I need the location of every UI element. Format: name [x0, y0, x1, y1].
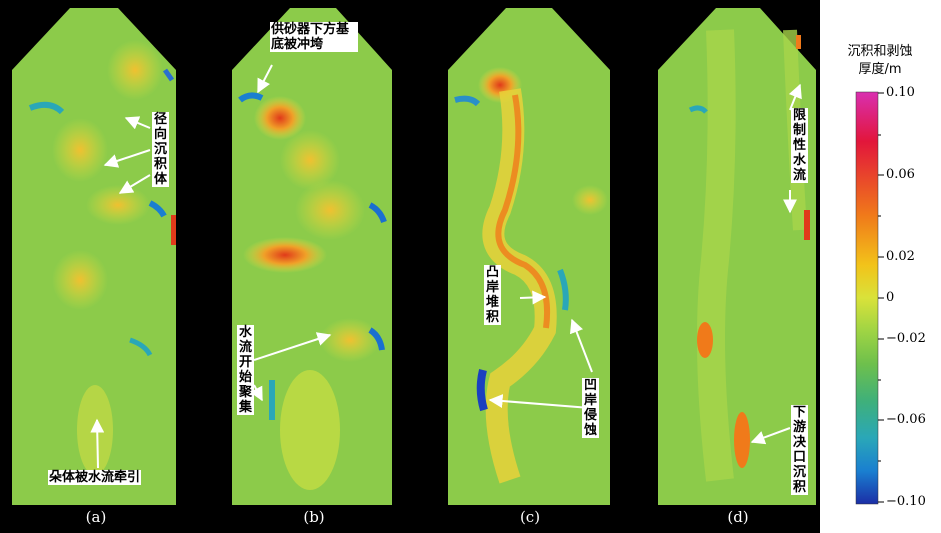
panel-d-surface — [658, 8, 816, 505]
panel-label-b: (b) — [303, 508, 325, 526]
colorbar-tick-label: −0.06 — [886, 412, 926, 427]
colorbar-tick-label: 0.10 — [886, 85, 915, 100]
panel-b — [232, 8, 392, 505]
annotation-concave-bank-erosion: 凹岸侵蚀 — [582, 378, 599, 438]
annotation-flow-converge: 水流开始聚集 — [237, 325, 254, 415]
colorbar-title-line2: 厚度/m — [858, 62, 902, 77]
colorbar-tick-marks — [878, 92, 884, 503]
colorbar-tick-label: 0 — [886, 290, 895, 305]
annotation-lobe-dragged: 朵体被水流牵引 — [48, 470, 142, 485]
colorbar-tick-label: −0.02 — [886, 331, 926, 346]
colorbar-title-line1: 沉积和剥蚀 — [847, 44, 913, 59]
annotation-base-collapse: 供砂器下方基底被冲垮 — [270, 22, 358, 52]
annotation-arrows — [90, 64, 802, 469]
panel-label-a: (a) — [85, 508, 107, 526]
annotation-radial-deposit: 径向沉积体 — [152, 112, 169, 187]
panel-label-c: (c) — [519, 508, 541, 526]
colorbar-tick-label: 0.02 — [886, 249, 915, 264]
colorbar-tick-label: −0.10 — [886, 494, 926, 509]
annotation-confined-flow: 限制性水流 — [791, 108, 808, 183]
colorbar — [855, 91, 879, 505]
annotation-downstream-breach-deposit: 下游决口沉积 — [791, 405, 808, 495]
panel-a — [12, 8, 176, 505]
panel-c-surface — [448, 8, 610, 505]
colorbar-tick-label: 0.06 — [886, 167, 915, 182]
panel-d — [658, 8, 816, 505]
panel-label-d: (d) — [727, 508, 749, 526]
annotation-convex-bank-deposit: 凸岸堆积 — [484, 265, 501, 325]
